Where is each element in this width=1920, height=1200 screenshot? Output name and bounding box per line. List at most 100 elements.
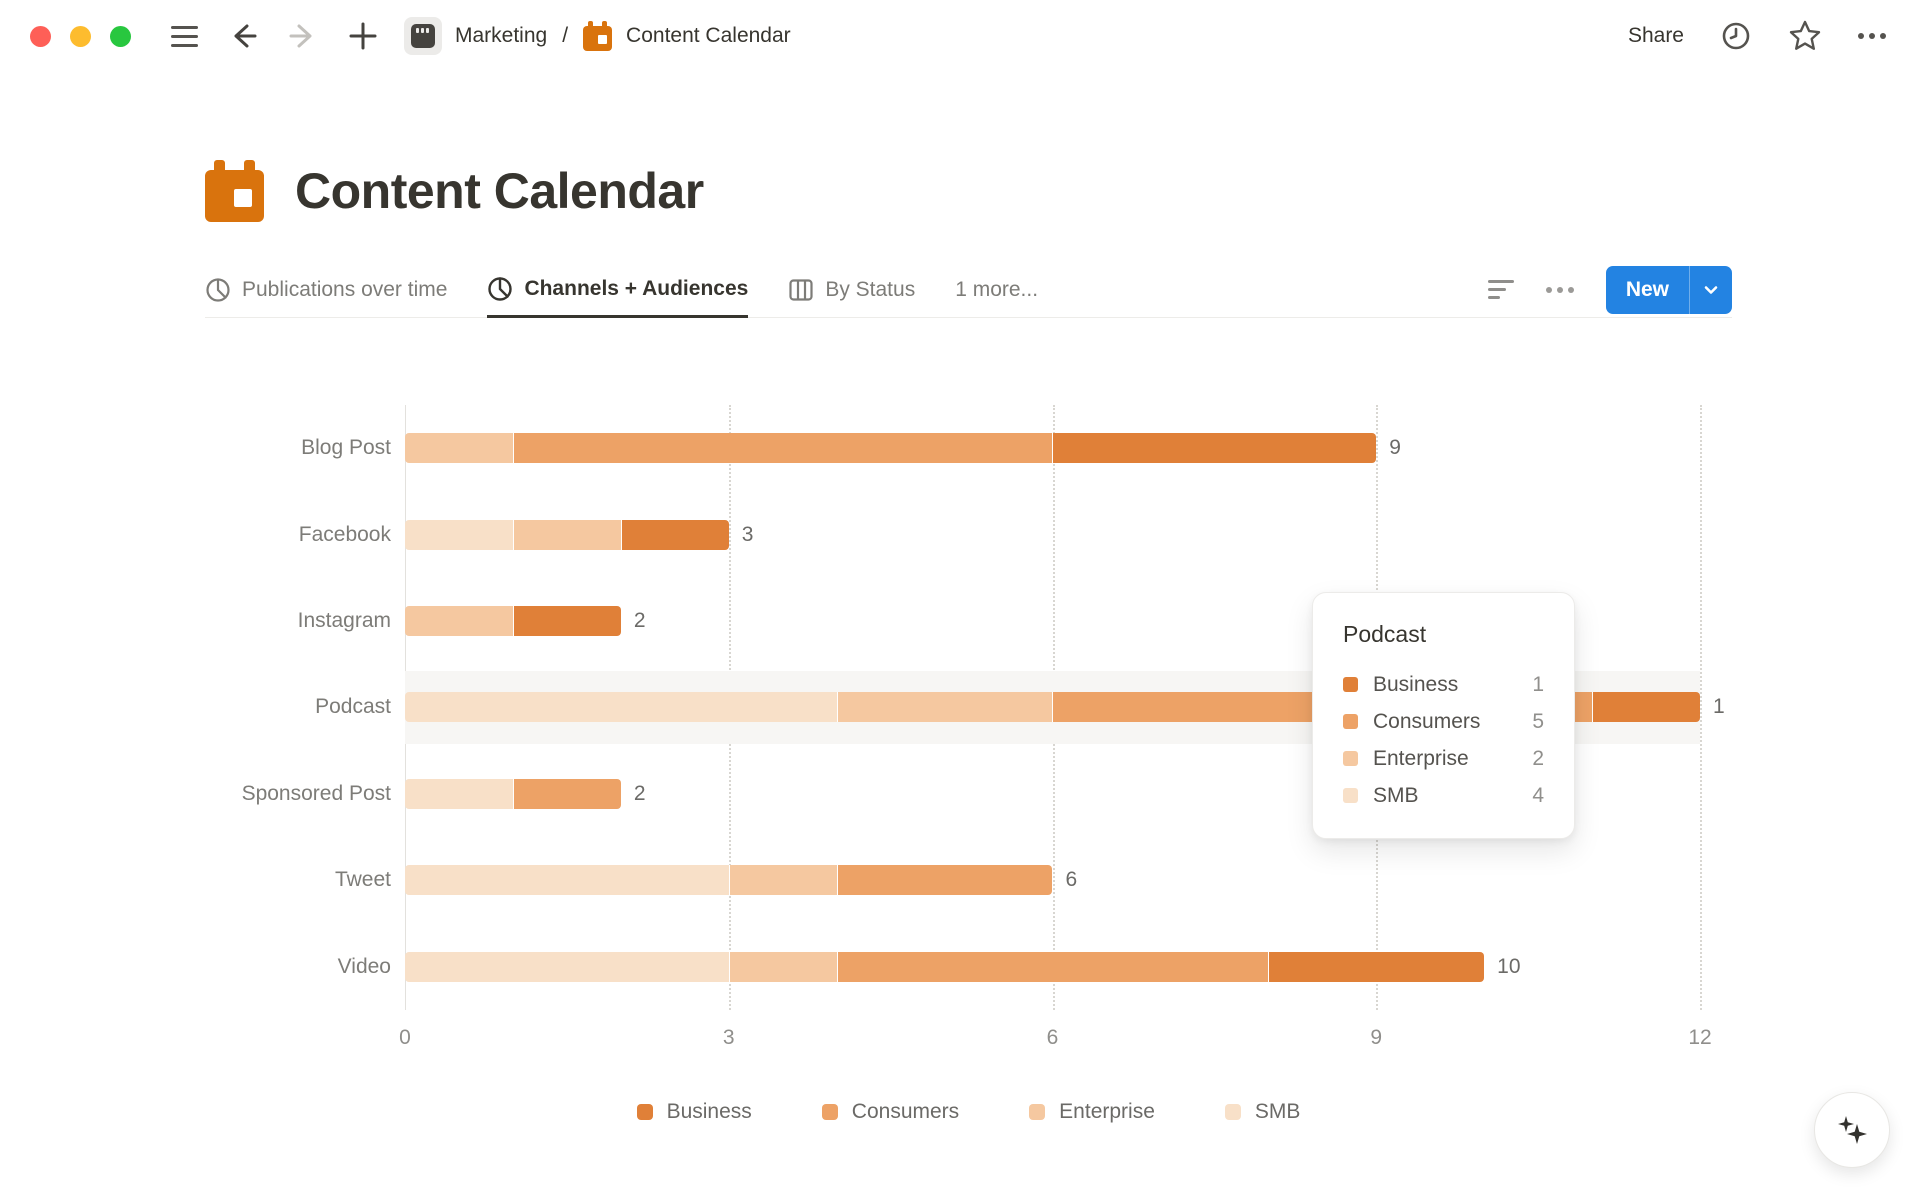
bar-segment-business[interactable] (1268, 951, 1485, 982)
teamspace-icon[interactable] (404, 17, 442, 55)
page-calendar-icon[interactable] (205, 160, 265, 222)
legend-label: Business (666, 1099, 752, 1123)
enterprise-swatch (1029, 1103, 1046, 1120)
chart-tooltip: Podcast Business 1 Consumers 5 Enterpris… (1312, 592, 1575, 839)
tab-publications-over-time[interactable]: Publications over time (205, 262, 447, 317)
bar-track (405, 865, 1700, 896)
bar-segment-enterprise[interactable] (405, 433, 513, 464)
bar-segment-business[interactable] (1592, 692, 1700, 723)
chart-row-video: Video 10 (0, 923, 1920, 1009)
chart-row-tweet: Tweet 6 (0, 837, 1920, 923)
ai-assistant-button[interactable] (1814, 1092, 1890, 1168)
bar-segment-enterprise[interactable] (728, 865, 837, 896)
new-button-label[interactable]: New (1625, 277, 1669, 301)
tooltip-label: Business (1373, 672, 1459, 696)
category-label: Video (337, 954, 391, 978)
enterprise-swatch (1343, 751, 1358, 766)
bar-segment-enterprise[interactable] (836, 692, 1053, 723)
forward-arrow-icon[interactable] (288, 21, 318, 51)
bar-value-label: 6 (1065, 868, 1078, 892)
bar-value-label: 3 (741, 522, 754, 546)
consumers-swatch (821, 1103, 838, 1120)
breadcrumb-marketing[interactable]: Marketing (455, 24, 548, 47)
tooltip-value: 2 (1532, 746, 1544, 770)
legend-item-consumers[interactable]: Consumers (821, 1099, 960, 1124)
bar-value-label: 10 (1497, 954, 1521, 978)
bar-segment-business[interactable] (1052, 433, 1377, 464)
bar-segment-consumers[interactable] (512, 778, 621, 809)
calendar-icon (583, 21, 613, 51)
bar-track (405, 605, 1700, 636)
bar-segment-enterprise[interactable] (728, 951, 837, 982)
back-arrow-icon[interactable] (228, 21, 258, 51)
stacked-bar-chart: Blog Post 9 Facebook 3 Instagram 2 Podcast 1 Spo… (0, 405, 1920, 1054)
x-tick-12: 12 (1688, 1025, 1712, 1049)
bar-segment-smb[interactable] (405, 778, 513, 809)
pie-chart-icon (488, 276, 513, 301)
bar-segment-consumers[interactable] (512, 433, 1053, 464)
bar-segment-enterprise[interactable] (512, 519, 621, 550)
smb-swatch (1224, 1103, 1241, 1120)
new-button-divider (1689, 265, 1690, 314)
bar-segment-enterprise[interactable] (405, 605, 513, 636)
bar-segment-smb[interactable] (405, 951, 729, 982)
bar-value-label: 9 (1389, 436, 1401, 460)
new-button[interactable]: New (1605, 265, 1732, 314)
page-title: Content Calendar (295, 163, 704, 219)
tooltip-label: Consumers (1373, 709, 1481, 733)
more-views-button[interactable]: 1 more... (955, 277, 1039, 301)
tooltip-value: 4 (1532, 783, 1544, 807)
category-label: Sponsored Post (241, 781, 391, 805)
tooltip-row: Consumers 5 (1343, 703, 1544, 740)
chart-row-sponsored-post: Sponsored Post 2 (0, 751, 1920, 837)
bar-segment-consumers[interactable] (836, 951, 1269, 982)
zoom-window-button[interactable] (110, 25, 131, 47)
bar-segment-smb[interactable] (405, 865, 729, 896)
category-label: Podcast (315, 695, 391, 719)
category-label: Tweet (334, 868, 391, 892)
tooltip-value: 1 (1532, 672, 1544, 696)
board-icon (789, 278, 813, 301)
tab-channels-audiences[interactable]: Channels + Audiences (487, 263, 749, 318)
bar-segment-business[interactable] (620, 519, 729, 550)
bar-segment-business[interactable] (512, 605, 621, 636)
pie-chart-icon (206, 277, 230, 302)
window-controls (30, 25, 131, 47)
tab-by-status[interactable]: By Status (788, 262, 915, 317)
share-button[interactable]: Share (1627, 24, 1684, 47)
x-tick-6: 6 (1046, 1025, 1059, 1049)
bar-value-label: 1 (1713, 695, 1725, 719)
history-clock-icon[interactable] (1720, 20, 1752, 52)
bar-track (405, 519, 1700, 550)
favorite-star-icon[interactable] (1788, 19, 1822, 53)
bar-segment-smb[interactable] (405, 519, 513, 550)
more-options-icon[interactable] (1858, 33, 1886, 39)
filter-sort-icon[interactable] (1487, 280, 1514, 299)
view-options-icon[interactable] (1545, 286, 1574, 293)
minimize-window-button[interactable] (70, 25, 91, 47)
page-header: Content Calendar (205, 160, 1920, 222)
tooltip-value: 5 (1532, 709, 1544, 733)
category-label: Facebook (298, 522, 391, 546)
new-page-plus-icon[interactable] (348, 21, 378, 51)
bar-segment-smb[interactable] (405, 692, 837, 723)
tooltip-label: SMB (1373, 783, 1419, 807)
titlebar: Marketing / Content Calendar Share (0, 0, 1920, 72)
sidebar-menu-icon[interactable] (171, 25, 198, 47)
tooltip-label: Enterprise (1373, 746, 1469, 770)
legend-label: Consumers (851, 1099, 960, 1123)
chevron-down-icon[interactable] (1690, 266, 1732, 314)
chart-rows: Blog Post 9 Facebook 3 Instagram 2 Podcast 1 Spo… (0, 405, 1920, 1010)
bar-track (405, 778, 1700, 809)
bar-value-label: 2 (633, 781, 646, 805)
business-swatch (636, 1103, 653, 1120)
legend-item-enterprise[interactable]: Enterprise (1029, 1100, 1155, 1124)
close-window-button[interactable] (30, 25, 51, 47)
breadcrumb-content-calendar[interactable]: Content Calendar (626, 24, 791, 47)
legend-item-business[interactable]: Business (636, 1099, 752, 1124)
chart-row-podcast: Podcast 1 (0, 664, 1920, 750)
bar-value-label: 2 (633, 608, 646, 632)
view-tabs-row: Publications over time Channels + Audien… (205, 262, 1732, 318)
legend-item-smb[interactable]: SMB (1224, 1100, 1300, 1124)
bar-segment-consumers[interactable] (836, 865, 1053, 896)
